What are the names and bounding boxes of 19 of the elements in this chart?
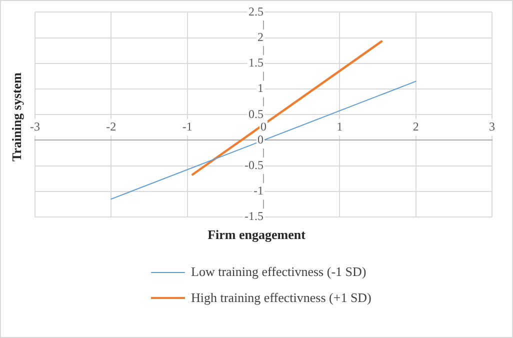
y-tick-label: 2.5 — [248, 4, 264, 18]
x-axis-title: Firm engagement — [206, 227, 306, 243]
y-tick-label: 0 — [258, 132, 264, 146]
x-tick-label: 3 — [489, 120, 495, 134]
legend-label: Low training effectivness (-1 SD) — [191, 264, 366, 280]
y-tick-label: -1.5 — [244, 209, 264, 224]
y-tick-label: 2 — [258, 30, 264, 44]
y-tick-label: -0.5 — [244, 158, 264, 172]
x-tick-label: -2 — [106, 120, 116, 134]
y-axis-title: Training system — [9, 72, 25, 162]
x-tick-label: 1 — [336, 120, 343, 134]
y-tick-label: 1 — [258, 81, 264, 96]
x-tick-label: 2 — [412, 120, 419, 134]
y-tick-label: 0.5 — [248, 106, 264, 121]
x-tick-label: -3 — [30, 120, 40, 134]
y-tick-label: 1.5 — [248, 56, 264, 70]
legend-label: High training effectivness (+1 SD) — [191, 290, 372, 306]
y-tick-label: -1 — [254, 184, 264, 198]
x-tick-label: -1 — [182, 120, 192, 134]
